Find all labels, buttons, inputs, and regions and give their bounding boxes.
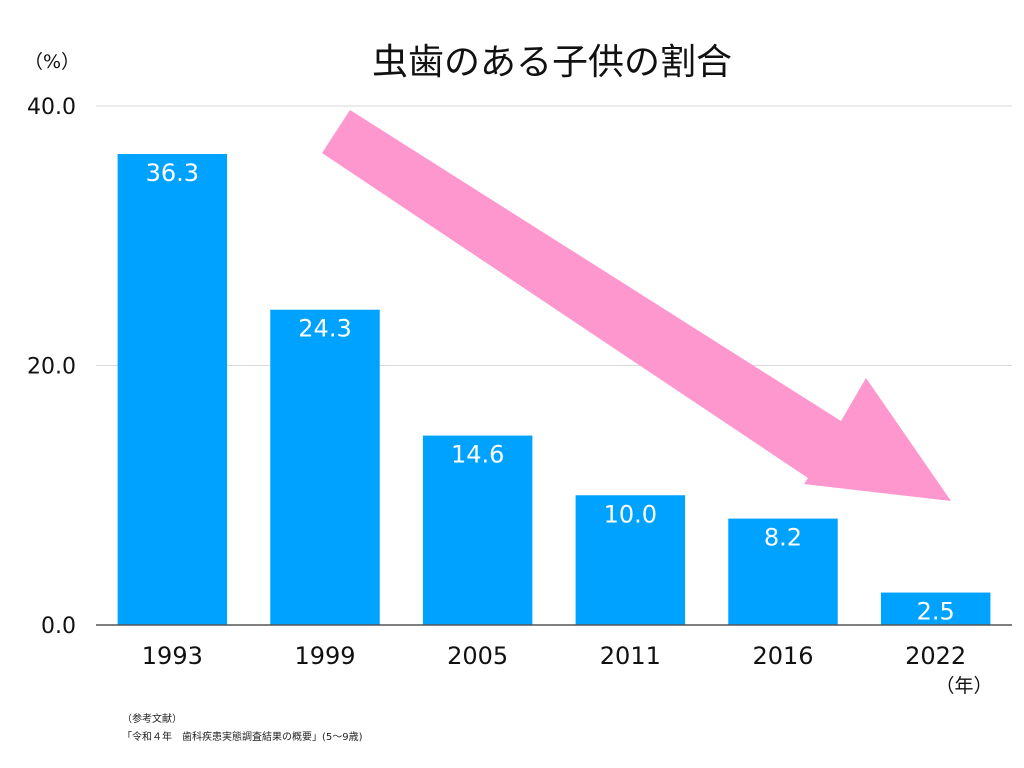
x-tick-label: 1993 xyxy=(142,642,203,670)
bar-data-label: 8.2 xyxy=(764,524,802,552)
bar-data-label: 2.5 xyxy=(917,598,955,626)
bar-data-label: 14.6 xyxy=(451,441,504,469)
y-tick-labels: 0.0 20.0 40.0 xyxy=(27,95,76,639)
x-tick-label: 1999 xyxy=(294,642,355,670)
bar xyxy=(575,495,686,625)
bar xyxy=(117,154,228,625)
x-tick-label: 2011 xyxy=(600,642,661,670)
downward-trend-arrow xyxy=(322,110,951,501)
bar xyxy=(880,592,991,625)
x-tick-labels: 1993 1999 2005 2011 2016 2022 xyxy=(142,642,966,670)
gridlines xyxy=(96,105,1012,366)
x-tick-label: 2022 xyxy=(905,642,966,670)
bar-data-label: 36.3 xyxy=(146,159,199,187)
y-axis-unit-label: （%） xyxy=(24,51,80,73)
bar xyxy=(422,435,533,625)
bars: 36.3 24.3 14.6 10.0 8.2 2.5 xyxy=(117,154,991,626)
bar xyxy=(728,518,838,625)
y-tick-label: 0.0 xyxy=(41,614,76,639)
bar-data-label: 10.0 xyxy=(604,500,657,528)
chart-title: 虫歯のある子供の割合 xyxy=(372,42,732,83)
bar-data-label: 24.3 xyxy=(298,315,351,343)
y-tick-label: 20.0 xyxy=(27,355,76,380)
x-axis-unit-label: （年） xyxy=(935,675,992,697)
x-tick-label: 2016 xyxy=(752,642,813,670)
bar xyxy=(270,309,380,625)
y-tick-label: 40.0 xyxy=(27,95,76,120)
reference-heading: （参考文献） xyxy=(122,714,182,725)
x-tick-label: 2005 xyxy=(447,642,508,670)
reference-source: 「令和４年 歯科疾患実態調査結果の概要」(5〜9歳) xyxy=(122,732,363,743)
